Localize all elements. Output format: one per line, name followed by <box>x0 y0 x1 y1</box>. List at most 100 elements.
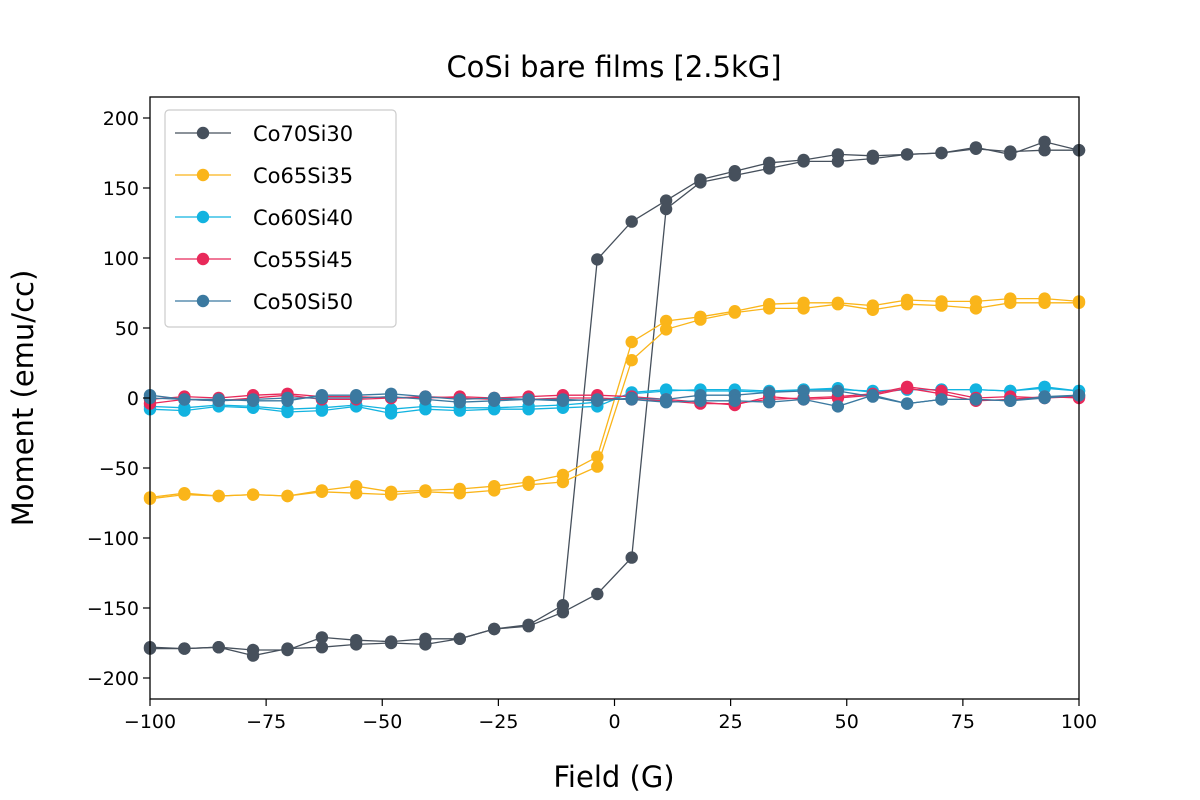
data-point <box>488 484 501 497</box>
data-point <box>350 389 363 402</box>
data-point <box>522 403 535 416</box>
data-point <box>419 485 432 498</box>
x-tick-label: −100 <box>124 711 176 733</box>
data-point <box>178 488 191 501</box>
data-point <box>419 403 432 416</box>
x-tick-label: −25 <box>478 711 518 733</box>
data-point <box>935 393 948 406</box>
chart-title: CoSi bare films [2.5kG] <box>446 50 781 84</box>
data-point <box>763 396 776 409</box>
data-point <box>281 642 294 655</box>
legend-box <box>164 109 397 328</box>
y-tick-label: −200 <box>87 668 139 690</box>
series-Co50Si50 <box>143 384 1086 413</box>
data-point <box>1038 135 1051 148</box>
data-point <box>315 641 329 654</box>
data-point <box>625 215 638 228</box>
y-tick-label: −150 <box>87 598 139 620</box>
data-point <box>556 475 570 489</box>
data-point <box>591 460 604 473</box>
data-point <box>831 298 845 311</box>
legend-label: Co60Si40 <box>253 206 353 230</box>
data-point <box>1004 394 1017 407</box>
data-point <box>419 638 432 651</box>
data-point <box>522 620 535 633</box>
series-line-ascending <box>149 393 1080 408</box>
data-point <box>797 393 810 406</box>
data-point <box>453 632 466 645</box>
y-axis-title: Moment (emu/cc) <box>6 270 40 527</box>
data-point <box>969 393 983 406</box>
legend-item: Co55Si45 <box>175 248 353 272</box>
data-point <box>763 162 776 175</box>
data-point <box>763 302 776 315</box>
data-point <box>1004 296 1017 309</box>
data-point <box>763 386 776 399</box>
data-point <box>315 389 329 402</box>
data-point <box>591 450 604 463</box>
data-point <box>178 393 191 406</box>
data-point <box>694 176 707 189</box>
x-tick-label: −50 <box>362 711 402 733</box>
series-Co65Si35 <box>143 292 1086 505</box>
legend-item: Co60Si40 <box>175 206 353 230</box>
legend-marker <box>196 252 210 266</box>
data-point <box>797 155 810 168</box>
data-point <box>591 393 604 406</box>
data-point <box>419 390 432 403</box>
data-point <box>281 489 294 503</box>
x-tick-label: 75 <box>951 711 975 733</box>
data-point <box>212 489 225 503</box>
data-point <box>694 394 707 407</box>
data-point <box>453 393 466 406</box>
x-tick-label: 25 <box>719 711 743 733</box>
data-point <box>488 391 501 405</box>
data-point <box>900 298 914 311</box>
data-point <box>1038 296 1051 309</box>
plot-frame <box>149 96 1080 700</box>
data-point <box>246 649 260 662</box>
data-point <box>831 400 845 413</box>
data-point <box>659 323 673 336</box>
data-point <box>315 631 329 644</box>
legend-item: Co70Si30 <box>175 122 353 146</box>
data-point <box>556 394 570 407</box>
legend-label: Co65Si35 <box>253 164 353 188</box>
series-Co70Si30 <box>143 135 1086 662</box>
data-point <box>281 405 294 419</box>
data-point <box>212 393 225 406</box>
data-point <box>522 393 535 406</box>
series-line-ascending <box>150 141 1080 657</box>
legend-marker <box>196 168 210 182</box>
data-point <box>384 387 398 400</box>
plot-content <box>143 135 1086 662</box>
y-tick-label: 100 <box>103 248 139 270</box>
data-point <box>694 313 707 326</box>
data-point <box>591 253 604 266</box>
y-tick-label: 200 <box>103 108 139 130</box>
legend-marker <box>196 294 210 308</box>
data-point <box>866 303 879 316</box>
data-point <box>625 393 638 406</box>
data-point <box>350 487 363 500</box>
data-point <box>969 141 983 154</box>
data-point <box>659 383 673 396</box>
data-point <box>935 299 948 312</box>
data-point <box>1004 148 1017 161</box>
data-point <box>728 306 741 319</box>
series-line-ascending <box>149 302 1079 500</box>
x-tick-label: 100 <box>1061 711 1097 733</box>
data-point <box>625 335 638 349</box>
legend-marker <box>196 126 210 140</box>
data-point <box>178 404 191 417</box>
data-point <box>900 397 914 410</box>
y-tick-label: 50 <box>115 318 139 340</box>
x-tick-label: 50 <box>835 711 859 733</box>
data-point <box>315 485 329 498</box>
data-point <box>831 155 845 168</box>
x-tick-label: −75 <box>246 711 286 733</box>
data-point <box>797 302 810 315</box>
data-point <box>591 587 604 601</box>
data-point <box>522 478 535 491</box>
